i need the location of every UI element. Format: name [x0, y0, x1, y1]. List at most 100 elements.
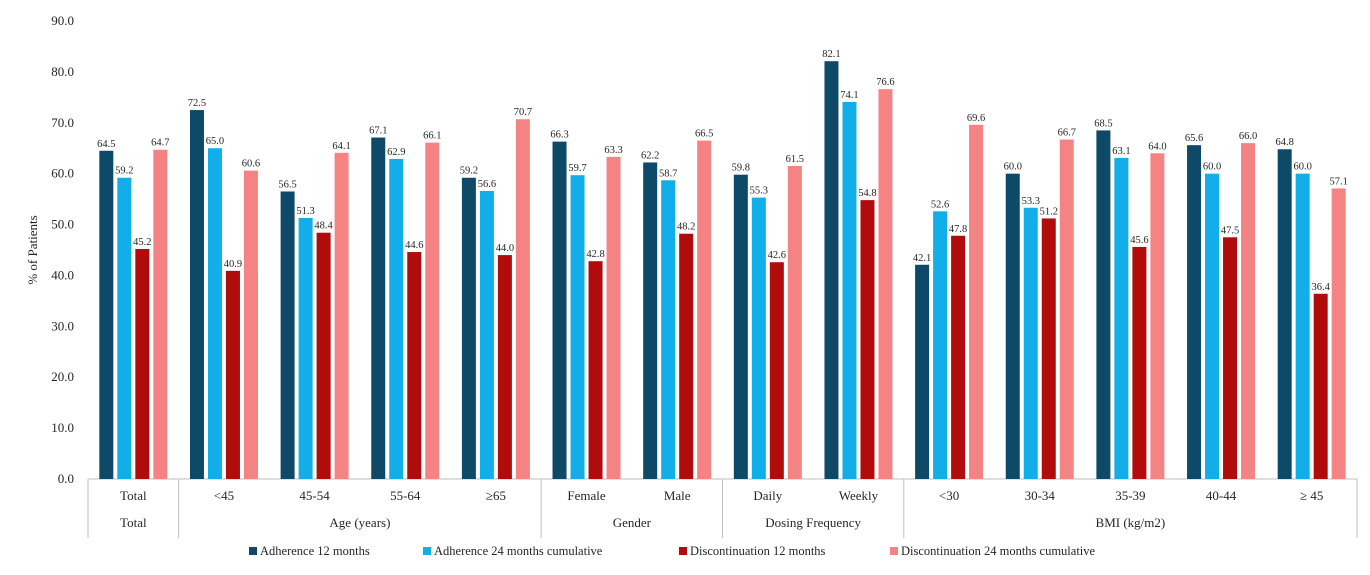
data-label: 69.6: [967, 113, 985, 124]
y-tick-label: 0.0: [58, 471, 74, 486]
data-label: 52.6: [931, 199, 949, 210]
category-label: <30: [939, 488, 959, 503]
data-label: 60.0: [1203, 162, 1221, 173]
bar: [769, 262, 784, 479]
y-tick-label: 10.0: [51, 420, 74, 435]
bar: [243, 170, 258, 479]
bar: [679, 233, 694, 479]
bar: [824, 61, 839, 480]
data-label: 64.5: [97, 139, 115, 150]
category-label: Female: [567, 488, 605, 503]
bar: [1187, 145, 1202, 479]
category-label: 35-39: [1115, 488, 1145, 503]
data-label: 44.0: [496, 243, 514, 254]
bar: [99, 150, 114, 479]
bar: [407, 252, 422, 479]
bar: [697, 140, 712, 480]
bar: [552, 141, 567, 479]
legend-label: Adherence 24 months cumulative: [434, 544, 603, 558]
bar: [787, 166, 802, 480]
bar: [1132, 246, 1147, 479]
bar: [425, 142, 440, 479]
bar: [878, 89, 893, 480]
legend-swatch: [249, 547, 257, 555]
data-label: 62.2: [641, 150, 659, 161]
bar: [1059, 139, 1074, 479]
data-label: 44.6: [405, 240, 423, 251]
data-label: 36.4: [1311, 282, 1330, 293]
bar: [1277, 149, 1292, 480]
data-label: 53.3: [1022, 196, 1040, 207]
data-label: 64.0: [1148, 141, 1166, 152]
group-label: Total: [120, 515, 147, 530]
data-label: 47.5: [1221, 225, 1239, 236]
data-label: 64.8: [1275, 137, 1293, 148]
y-tick-label: 70.0: [51, 115, 74, 130]
data-label: 47.8: [949, 224, 967, 235]
category-label: Male: [664, 488, 691, 503]
y-tick-label: 30.0: [51, 318, 74, 333]
data-label: 48.4: [314, 221, 333, 232]
group-label: Dosing Frequency: [765, 515, 861, 530]
bar: [497, 255, 512, 479]
bar: [643, 162, 658, 479]
data-label: 51.2: [1040, 206, 1058, 217]
data-labels: 64.5 59.2 45.2 64.7 72.5 65.0 40.9 60.6 56.5 51.3…: [97, 49, 1348, 293]
data-label: 45.2: [133, 237, 151, 248]
bar: [189, 110, 204, 480]
category-label: ≥65: [486, 488, 506, 503]
bar: [371, 137, 386, 479]
bar: [570, 175, 585, 479]
legend-label: Discontinuation 12 months: [690, 544, 826, 558]
bar: [969, 124, 984, 480]
legend-swatch: [890, 547, 898, 555]
bar: [588, 261, 603, 479]
bar: [515, 119, 530, 480]
y-tick-label: 50.0: [51, 217, 74, 232]
category-labels: Total <45 45-54 55-64 ≥65 Female Male Daily Week…: [120, 488, 1323, 503]
data-label: 60.6: [242, 159, 260, 170]
bar: [860, 200, 875, 479]
bar: [1313, 293, 1328, 479]
bar: [1096, 130, 1111, 479]
bar: [842, 101, 857, 479]
bar: [1114, 157, 1129, 479]
data-label: 59.7: [568, 163, 586, 174]
data-label: 48.2: [677, 222, 695, 233]
data-label: 72.5: [188, 98, 206, 109]
data-label: 42.6: [768, 250, 786, 261]
data-label: 45.6: [1130, 235, 1148, 246]
bar: [1041, 218, 1056, 479]
bar: [915, 264, 930, 479]
data-label: 56.6: [478, 179, 496, 190]
group-label: BMI (kg/m2): [1096, 515, 1166, 530]
y-axis-ticks: 0.0 10.0 20.0 30.0 40.0 50.0 60.0 70.0 80.0 90.0: [51, 13, 74, 486]
group-label: Age (years): [329, 515, 390, 530]
y-tick-label: 40.0: [51, 267, 74, 282]
data-label: 58.7: [659, 168, 677, 179]
group-label: Gender: [613, 515, 652, 530]
bar: [933, 211, 948, 479]
data-label: 51.3: [296, 206, 314, 217]
data-label: 68.5: [1094, 118, 1112, 129]
bar: [1023, 207, 1038, 480]
group-labels: Total Age (years) Gender Dosing Frequency BM…: [120, 515, 1165, 530]
bar: [135, 248, 150, 479]
data-label: 65.0: [206, 136, 224, 147]
bar: [1331, 188, 1346, 479]
data-label: 57.1: [1329, 176, 1347, 187]
category-label: 40-44: [1206, 488, 1237, 503]
bar: [1295, 173, 1310, 479]
y-tick-label: 80.0: [51, 64, 74, 79]
data-label: 70.7: [514, 107, 532, 118]
bar: [207, 148, 222, 479]
bar: [751, 197, 766, 479]
data-label: 66.0: [1239, 131, 1257, 142]
data-label: 66.7: [1058, 128, 1076, 139]
data-label: 76.6: [876, 77, 894, 88]
category-label: Daily: [753, 488, 782, 503]
data-label: 67.1: [369, 126, 387, 137]
bar: [298, 217, 313, 479]
